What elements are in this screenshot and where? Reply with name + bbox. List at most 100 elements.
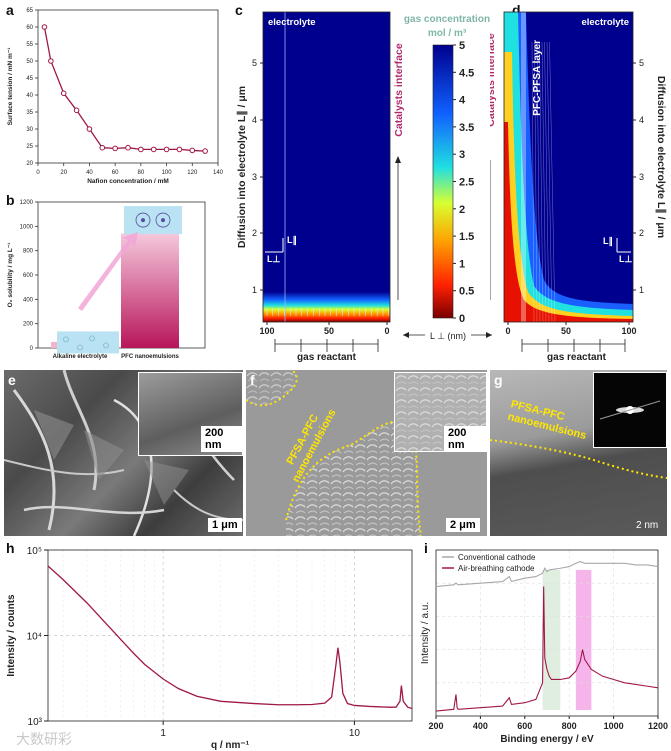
panel-i-label: i (424, 540, 428, 556)
panel-g-label: g (494, 372, 503, 388)
y-tick-label: 1 (639, 285, 644, 295)
scale-bar-1um-e: 1 μm (208, 518, 242, 532)
x-tick-label: 1200 (648, 721, 668, 731)
o2-bubble (89, 335, 95, 342)
y-tick-label: 400 (23, 297, 34, 303)
saxs-chart: 1 10 10³ 10⁴ 10⁵ q / nm⁻¹ Intensity / counts (6, 546, 413, 751)
x-category-label: Alkaline electrolyte (53, 354, 108, 360)
flux-line (539, 41, 544, 323)
series-line (43, 26, 206, 152)
flux-line (544, 41, 550, 323)
legend-label-0: Conventional cathode (458, 553, 536, 562)
x-tick-label: 120 (187, 170, 198, 176)
nanoemulsion-core (141, 218, 145, 223)
axis-perp-label: L⊥ (267, 254, 280, 264)
y-tick-label: 3 (639, 172, 644, 182)
xps-chart: 200 400 600 800 1000 1200 Binding energy / eV I… (420, 549, 668, 745)
saxs-curve (47, 565, 413, 710)
interface-label: Catalysts interface (393, 43, 405, 137)
data-point (41, 24, 48, 30)
sem-image-e: e 200 nm 1 μm (4, 370, 243, 536)
highlight-band-1 (575, 569, 592, 710)
colorbar-title: gas concentration (404, 14, 490, 25)
colorbar-unit: mol / m³ (428, 28, 467, 39)
y-tick-label: 65 (26, 8, 33, 14)
x-tick-label: 1 (160, 728, 166, 739)
data-point (73, 107, 80, 114)
layer-label: PFC-PFSA layer (532, 40, 543, 116)
axis-para-label: L∥ (603, 236, 613, 247)
diffusion-core (504, 122, 633, 322)
x-tick-label: 800 (562, 721, 577, 731)
flux-line (536, 41, 541, 323)
electrolyte-droplets (57, 331, 119, 354)
data-point (150, 146, 157, 153)
colorbar-tick-label: 1 (459, 258, 465, 270)
increase-arrow (78, 232, 138, 311)
x-axis-label: Nafion concentration / mM (87, 178, 169, 185)
data-point (138, 146, 144, 153)
heatmap-c: electrolyte 1 2 3 4 5 100 50 0 Diffusion into ele… (236, 11, 405, 363)
x-axis-label: gas reactant (547, 352, 607, 363)
y-axis-label: O₂ solubility / mg L⁻¹ (7, 243, 14, 308)
x-tick-label: 400 (473, 721, 488, 731)
data-point (176, 146, 183, 153)
o2-bubble (63, 336, 69, 343)
data-point (48, 58, 54, 64)
electrolyte-label: electrolyte (581, 17, 629, 28)
y-tick-label: 5 (252, 58, 257, 68)
flux-line (534, 41, 538, 323)
x-tick-label: 0 (384, 326, 389, 336)
y-tick-label: 1000 (20, 224, 34, 230)
y-tick-label: 25 (26, 144, 33, 150)
y-tick-label: 35 (26, 110, 33, 116)
y-tick-label: 600 (23, 273, 34, 279)
x-tick-label: 10 (349, 728, 361, 739)
o2-bubble (77, 344, 83, 351)
y-tick-label: 1200 (20, 200, 34, 206)
perp-axis-label: L ⊥ (nm) (430, 331, 466, 341)
x-tick-label: 100 (259, 326, 274, 336)
concentration-gradient (263, 292, 390, 322)
y-axis-label: Intensity / a.u. (420, 602, 431, 664)
panel-d-label: d (512, 2, 521, 18)
y-tick-label: 20 (26, 161, 33, 167)
y-tick-label: 1 (252, 285, 257, 295)
o2-solubility-chart: 0 200 400 600 800 1000 1200 O₂ solubility / mg … (7, 200, 206, 360)
y-tick-label: 5 (639, 58, 644, 68)
colorbar-tick-label: 4 (459, 95, 466, 107)
x-tick-label: 600 (517, 721, 532, 731)
legend-label-1: Air-breathing cathode (458, 564, 535, 573)
flux-line (549, 41, 556, 323)
x-tick-label: 1000 (604, 721, 624, 731)
colorbar-tick-label: 1.5 (459, 231, 474, 243)
colorbar-tick-label: 2 (459, 204, 465, 216)
plot-frame (435, 549, 659, 717)
x-tick-label: 0 (36, 170, 40, 176)
perp-axis-arrowhead-right (486, 332, 492, 338)
o2-bubble (103, 342, 109, 349)
x-tick-label: 50 (561, 326, 571, 336)
x-tick-label: 100 (162, 170, 173, 176)
x-tick-label: 50 (324, 326, 334, 336)
nanoemulsion-particle (135, 212, 151, 228)
panel-c-label: c (235, 2, 243, 18)
data-point (163, 146, 170, 153)
flux-line (546, 41, 553, 323)
plot-frame (503, 11, 634, 323)
heatmap-field (263, 12, 390, 322)
y-tick-label: 2 (639, 228, 644, 238)
x-tick-label: 100 (621, 326, 636, 336)
y-tick-label: 30 (26, 127, 33, 133)
scale-bar-200nm-f: 200 nm (444, 426, 487, 452)
y-tick-label: 0 (30, 346, 34, 352)
y-tick-label: 45 (26, 76, 33, 82)
bar-1 (121, 233, 179, 348)
series-line-0 (435, 561, 659, 588)
highlight-band-0 (542, 569, 561, 710)
axis-perp-label: L⊥ (619, 254, 632, 264)
y-axis-label: Diffusion into electrolyte L∥ / μm (236, 86, 248, 248)
axis-para-label: L∥ (287, 235, 297, 246)
y-tick-label: 4 (639, 115, 644, 125)
saed-inset-g (593, 372, 667, 448)
